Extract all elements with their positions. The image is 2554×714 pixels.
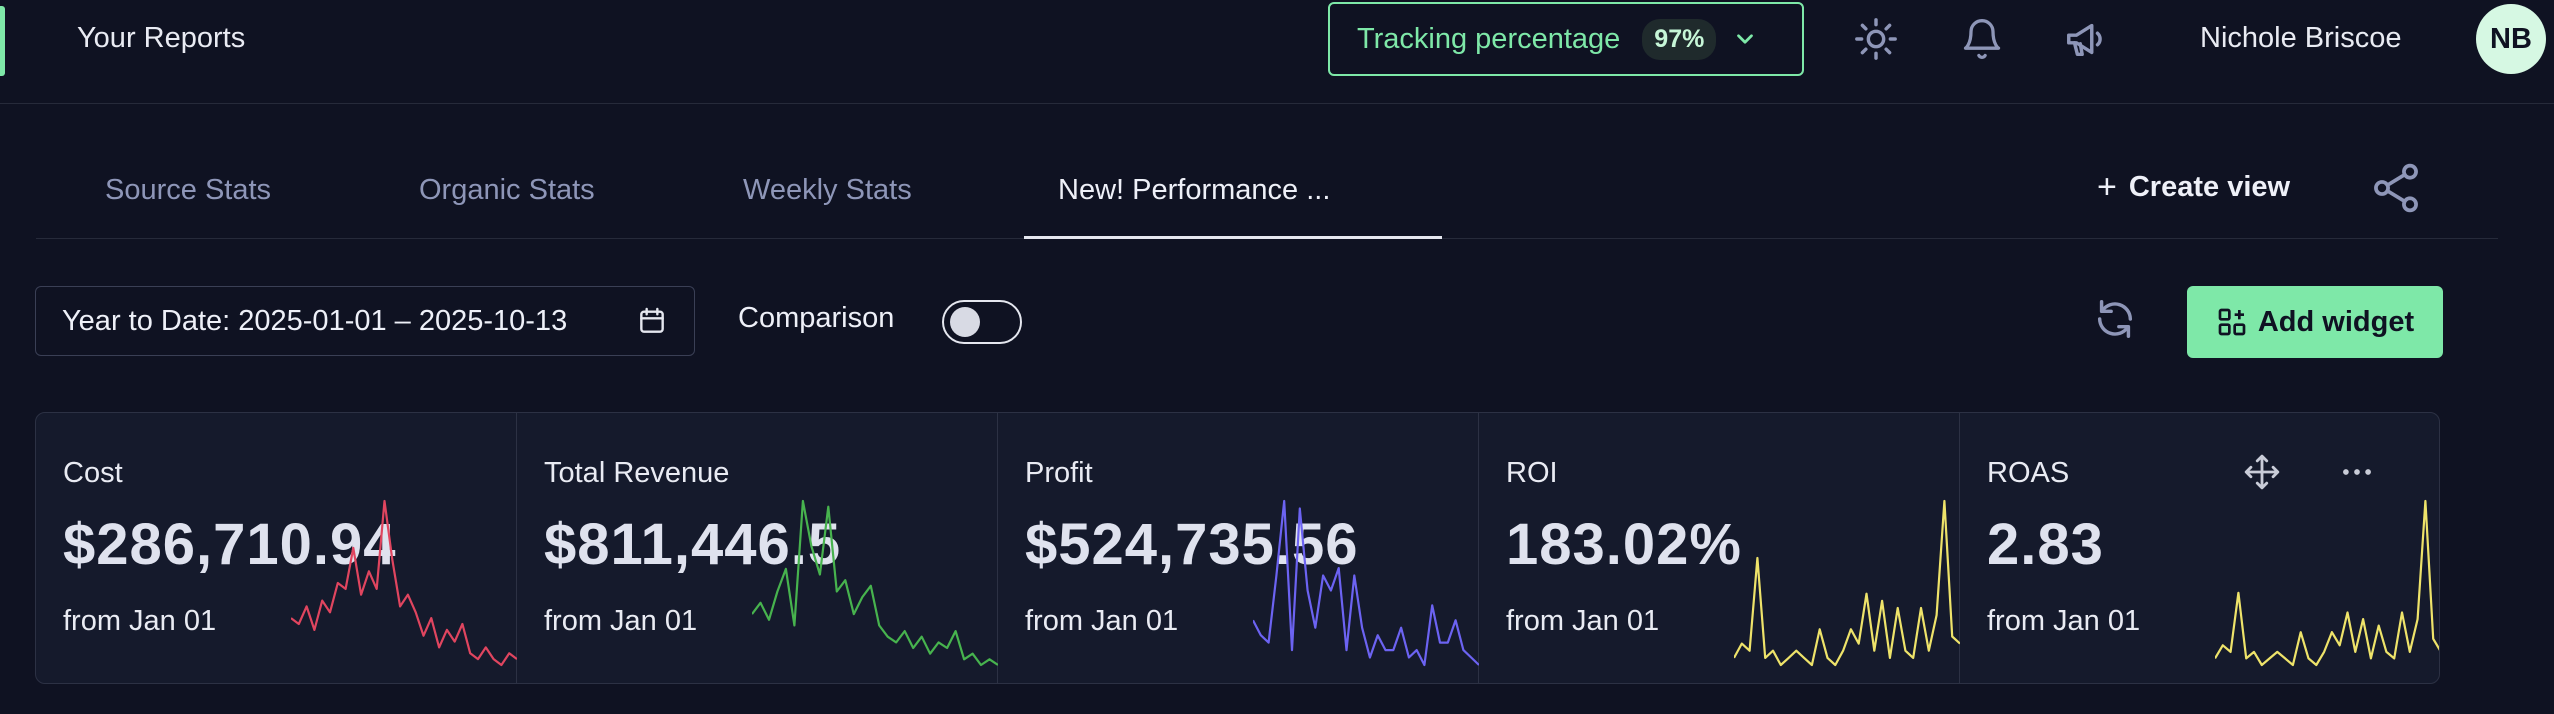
widget-grid-icon <box>2218 308 2246 336</box>
more-options-button[interactable] <box>2338 453 2376 496</box>
report-tabs: Source Stats Organic Stats Weekly Stats … <box>36 150 2498 239</box>
profit-sparkline <box>1253 499 1479 667</box>
metric-subtitle: from Jan 01 <box>1506 605 1660 637</box>
tracking-percentage-button[interactable]: Tracking percentage 97% <box>1328 2 1804 76</box>
metric-title: Profit <box>1025 457 1093 489</box>
tracking-value-badge: 97% <box>1642 18 1717 60</box>
refresh-button[interactable] <box>2092 296 2148 352</box>
create-view-button[interactable]: + Create view <box>2097 168 2290 207</box>
refresh-icon <box>2097 300 2133 338</box>
metric-title: ROI <box>1506 457 1558 489</box>
plus-icon: + <box>2097 168 2117 206</box>
metric-title: Cost <box>63 457 123 489</box>
comparison-label: Comparison <box>738 302 895 334</box>
more-horizontal-icon <box>2343 469 2371 475</box>
tracking-label: Tracking percentage <box>1357 22 1621 55</box>
share-button[interactable] <box>2368 160 2424 216</box>
metric-title: Total Revenue <box>544 457 730 489</box>
accent-strip <box>0 6 5 76</box>
announcements-button[interactable] <box>2058 11 2114 67</box>
metric-subtitle: from Jan 01 <box>63 605 217 637</box>
tab-organic-stats[interactable]: Organic Stats <box>419 174 595 206</box>
metric-card-cost: Cost $286,710.94 from Jan 01 <box>36 413 517 683</box>
sparkline-path <box>291 499 517 667</box>
metrics-widget: Cost $286,710.94 from Jan 01 Total Reven… <box>35 412 2440 684</box>
toggle-knob <box>950 307 980 337</box>
move-icon <box>2244 454 2280 490</box>
page-title: Your Reports <box>77 22 246 54</box>
share-icon <box>2374 163 2418 213</box>
tab-new-performance[interactable]: New! Performance ... <box>1058 174 1331 206</box>
add-widget-label: Add widget <box>2257 305 2415 338</box>
sparkline-path <box>2215 499 2439 667</box>
sun-icon <box>1855 18 1897 60</box>
cost-sparkline <box>291 499 517 667</box>
metric-subtitle: from Jan 01 <box>1025 605 1179 637</box>
metric-title: ROAS <box>1987 457 2070 489</box>
bell-icon <box>1963 19 2001 59</box>
tab-source-stats[interactable]: Source Stats <box>105 174 272 206</box>
metric-value: 183.02% <box>1506 512 1742 577</box>
active-tab-indicator <box>1024 236 1442 239</box>
notifications-button[interactable] <box>1954 11 2010 67</box>
metric-value: $286,710.94 <box>63 512 397 577</box>
metric-card-roas: ROAS 2.83 from Jan 01 <box>1960 413 2439 683</box>
top-bar: Your Reports Tracking percentage 97% Nic… <box>0 0 2554 104</box>
date-range-value: Year to Date: 2025-01-01 – 2025-10-13 <box>62 304 568 337</box>
metric-card-roi: ROI 183.02% from Jan 01 <box>1479 413 1960 683</box>
megaphone-icon <box>2067 23 2102 57</box>
sparkline-path <box>1734 499 1960 667</box>
chevron-down-icon <box>1737 34 1754 44</box>
sparkline-path <box>1253 499 1479 667</box>
metric-subtitle: from Jan 01 <box>544 605 698 637</box>
date-range-picker[interactable]: Year to Date: 2025-01-01 – 2025-10-13 <box>35 286 695 356</box>
sparkline-path <box>752 499 998 667</box>
avatar[interactable]: NB <box>2476 4 2546 74</box>
theme-toggle-button[interactable] <box>1848 11 1904 67</box>
roi-sparkline <box>1734 499 1960 667</box>
create-view-label: Create view <box>2128 171 2291 203</box>
user-name[interactable]: Nichole Briscoe <box>2200 22 2402 54</box>
metric-value: $811,446.5 <box>544 512 842 577</box>
move-widget-button[interactable] <box>2243 453 2281 496</box>
tab-weekly-stats[interactable]: Weekly Stats <box>743 174 912 206</box>
calendar-icon <box>640 307 664 333</box>
comparison-toggle[interactable] <box>942 300 1022 344</box>
metric-value: 2.83 <box>1987 512 2104 577</box>
metric-card-total-revenue: Total Revenue $811,446.5 from Jan 01 <box>517 413 998 683</box>
roas-sparkline <box>2215 499 2439 667</box>
metric-subtitle: from Jan 01 <box>1987 605 2141 637</box>
add-widget-button[interactable]: Add widget <box>2187 286 2443 358</box>
revenue-sparkline <box>752 499 998 667</box>
metric-card-profit: Profit $524,735.56 from Jan 01 <box>998 413 1479 683</box>
